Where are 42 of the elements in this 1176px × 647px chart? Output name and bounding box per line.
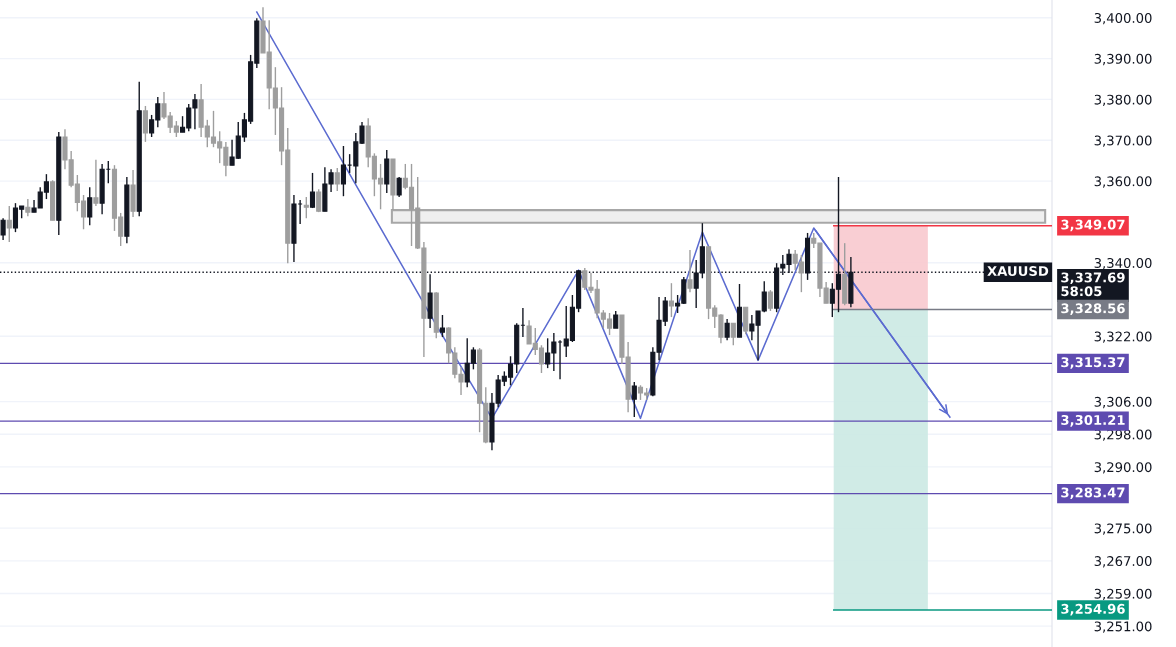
y-tick-label: 3,275.00 bbox=[1094, 523, 1152, 535]
y-tick-label: 3,251.00 bbox=[1094, 621, 1152, 633]
candlestick bbox=[439, 314, 446, 338]
ref-line-label: 3,254.96 bbox=[1061, 603, 1125, 616]
y-tick-label: 3,360.00 bbox=[1094, 176, 1152, 188]
candlestick bbox=[767, 289, 774, 312]
y-tick-label: 3,380.00 bbox=[1094, 94, 1152, 106]
ref-line-label: 3,328.56 bbox=[1061, 303, 1125, 315]
y-tick-label: 3,322.00 bbox=[1094, 331, 1152, 343]
candlestick bbox=[396, 176, 402, 198]
y-tick-label: 3,340.00 bbox=[1094, 257, 1152, 270]
candlestick bbox=[730, 322, 736, 346]
y-tick-label: 3,290.00 bbox=[1094, 462, 1152, 474]
candlestick bbox=[87, 186, 93, 226]
y-tick-label: 3,370.00 bbox=[1094, 135, 1152, 147]
candlestick bbox=[6, 205, 12, 243]
candlestick bbox=[687, 249, 693, 293]
ref-line-label: 3,301.21 bbox=[1061, 415, 1125, 427]
y-tick-label: 3,259.00 bbox=[1094, 588, 1152, 601]
candlestick bbox=[303, 196, 309, 219]
candlestick bbox=[0, 217, 6, 241]
y-tick-label: 3,306.00 bbox=[1094, 396, 1152, 409]
candlestick bbox=[142, 105, 148, 143]
y-tick-label: 3,298.00 bbox=[1094, 429, 1152, 441]
ref-line-label: 3,337.69 58:05 bbox=[1061, 272, 1125, 297]
candlestick bbox=[25, 198, 31, 217]
candlestick bbox=[743, 306, 749, 335]
y-tick-label: 3,400.00 bbox=[1094, 12, 1152, 25]
y-tick-label: 3,267.00 bbox=[1094, 556, 1152, 568]
candlestick bbox=[668, 282, 674, 318]
ref-line-label: 3,283.47 bbox=[1061, 487, 1125, 500]
candlestick bbox=[724, 318, 730, 342]
line-series bbox=[256, 11, 951, 420]
candlestick bbox=[93, 159, 99, 207]
ref-line-label: 3,349.07 bbox=[1061, 219, 1125, 232]
ref-line-label: 3,315.37 bbox=[1061, 357, 1125, 369]
candlestick bbox=[334, 167, 340, 192]
y-tick-label: 3,390.00 bbox=[1094, 53, 1152, 66]
candlestick bbox=[631, 381, 637, 418]
candlestick bbox=[340, 145, 347, 197]
annotation: XAUUSD bbox=[987, 266, 1049, 277]
candlestick bbox=[309, 172, 316, 209]
